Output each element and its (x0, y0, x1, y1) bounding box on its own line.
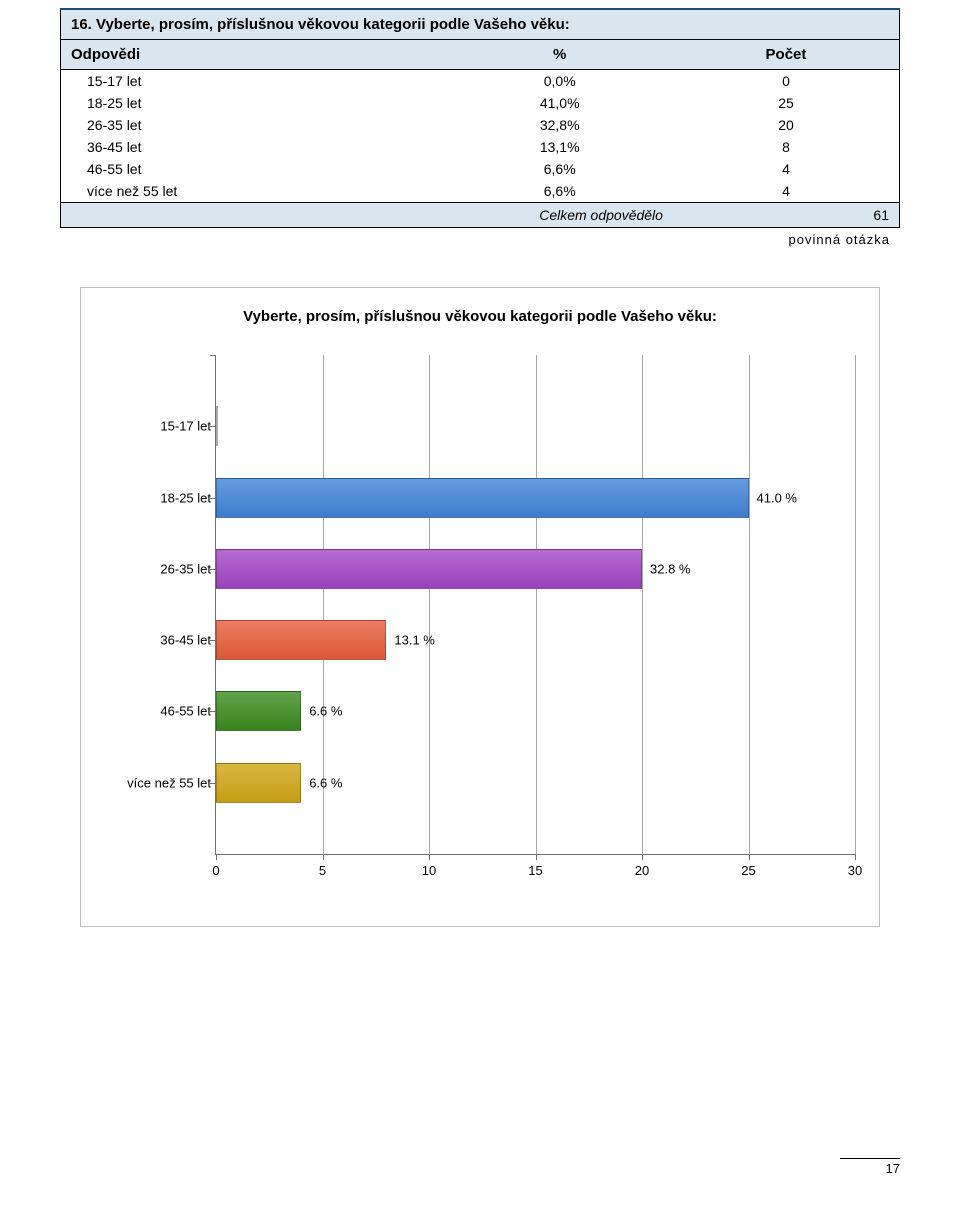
row-count: 0 (673, 70, 900, 93)
row-label: 15-17 let (61, 70, 447, 93)
x-tick-label: 25 (741, 863, 755, 878)
bar-value-label: 41.0 % (757, 490, 797, 505)
row-pct: 6,6% (446, 180, 673, 203)
x-tick (642, 854, 643, 860)
bar-label: více než 55 let (101, 775, 211, 790)
bar-label: 15-17 let (101, 419, 211, 434)
bar (216, 549, 642, 589)
x-tick-label: 30 (848, 863, 862, 878)
bar-label: 46-55 let (101, 704, 211, 719)
bar (216, 478, 749, 518)
results-table: 16. Vyberte, prosím, příslušnou věkovou … (60, 8, 900, 228)
x-tick (429, 854, 430, 860)
x-tick-label: 15 (528, 863, 542, 878)
row-pct: 41,0% (446, 92, 673, 114)
row-count: 25 (673, 92, 900, 114)
x-tick (216, 854, 217, 860)
bar (216, 406, 218, 446)
bar (216, 691, 301, 731)
question-title: 16. Vyberte, prosím, příslušnou věkovou … (61, 9, 900, 40)
bar-label: 26-35 let (101, 561, 211, 576)
y-axis-top-tick (210, 355, 216, 356)
row-pct: 6,6% (446, 158, 673, 180)
table-row: 36-45 let13,1%8 (61, 136, 900, 158)
x-tick-label: 0 (212, 863, 219, 878)
bar-value-label: 13.1 % (394, 633, 434, 648)
x-tick-label: 10 (422, 863, 436, 878)
total-label: Celkem odpovědělo (446, 203, 673, 228)
bar (216, 763, 301, 803)
row-label: 18-25 let (61, 92, 447, 114)
table-row: více než 55 let6,6%4 (61, 180, 900, 203)
x-tick (749, 854, 750, 860)
bar-label: 36-45 let (101, 633, 211, 648)
x-tick (536, 854, 537, 860)
table-row: 15-17 let0,0%0 (61, 70, 900, 93)
header-pct: % (446, 40, 673, 70)
age-chart: Vyberte, prosím, příslušnou věkovou kate… (80, 287, 880, 927)
bar-label: 18-25 let (101, 490, 211, 505)
row-pct: 0,0% (446, 70, 673, 93)
row-label: 26-35 let (61, 114, 447, 136)
row-count: 8 (673, 136, 900, 158)
table-row: 46-55 let6,6%4 (61, 158, 900, 180)
x-tick-label: 20 (635, 863, 649, 878)
bar-value-label: 32.8 % (650, 561, 690, 576)
row-pct: 32,8% (446, 114, 673, 136)
total-row: Celkem odpovědělo 61 (61, 203, 900, 228)
row-pct: 13,1% (446, 136, 673, 158)
footnote: povinná otázka (60, 228, 900, 247)
header-answer: Odpovědi (61, 40, 447, 70)
gridline (855, 355, 856, 854)
table-row: 18-25 let41,0%25 (61, 92, 900, 114)
chart-title: Vyberte, prosím, příslušnou věkovou kate… (105, 308, 855, 325)
bar-row: 26-35 let32.8 % (216, 549, 855, 589)
bar (216, 620, 386, 660)
x-tick (323, 854, 324, 860)
row-label: 46-55 let (61, 158, 447, 180)
row-count: 4 (673, 180, 900, 203)
row-label: 36-45 let (61, 136, 447, 158)
header-count: Počet (673, 40, 900, 70)
bar-row: 15-17 let (216, 406, 855, 446)
table-header-row: Odpovědi % Počet (61, 40, 900, 70)
bar-value-label: 6.6 % (309, 775, 342, 790)
bar-row: více než 55 let6.6 % (216, 763, 855, 803)
bar-row: 18-25 let41.0 % (216, 478, 855, 518)
bar-row: 46-55 let6.6 % (216, 691, 855, 731)
row-count: 20 (673, 114, 900, 136)
page-number: 17 (840, 1158, 900, 1176)
total-value: 61 (673, 203, 900, 228)
x-tick-label: 5 (319, 863, 326, 878)
x-tick (855, 854, 856, 860)
row-label: více než 55 let (61, 180, 447, 203)
table-row: 26-35 let32,8%20 (61, 114, 900, 136)
row-count: 4 (673, 158, 900, 180)
bar-value-label: 6.6 % (309, 704, 342, 719)
bar-row: 36-45 let13.1 % (216, 620, 855, 660)
